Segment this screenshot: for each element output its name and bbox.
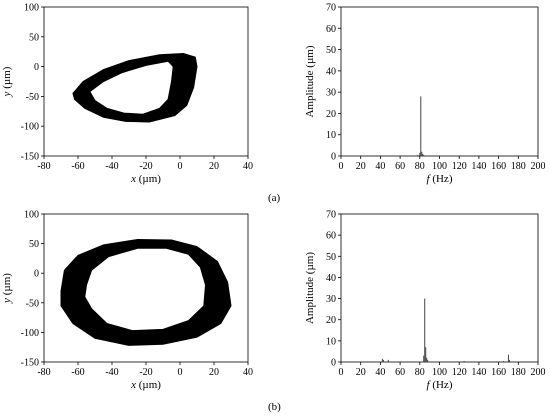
plot-b-spectrum-x-axis-label: f (Hz) bbox=[427, 379, 453, 391]
plot-a-spectrum-x-tick-label: 60 bbox=[395, 161, 405, 172]
plot-b-spectrum-y-tick-label: 50 bbox=[326, 252, 336, 263]
plot-b-spectrum-x-tick-label: 0 bbox=[339, 367, 344, 378]
plot-a-spectrum-x-tick-label: 120 bbox=[452, 161, 467, 172]
plot-b-orbit-x-tick-label: -60 bbox=[71, 367, 84, 378]
plot-b-spectrum-y-tick-label: 70 bbox=[326, 210, 336, 221]
plot-b-spectrum-plot-frame bbox=[340, 213, 539, 363]
plot-b-spectrum-x-tick-label: 200 bbox=[531, 367, 546, 378]
plot-a-orbit-x-tick-label: 20 bbox=[209, 161, 219, 172]
plot-b-spectrum-y-tick-label: 10 bbox=[326, 336, 336, 347]
plot-a-orbit-y-axis-label: y (µm) bbox=[1, 66, 13, 97]
plot-a-orbit-x-tick-label: -40 bbox=[105, 161, 118, 172]
plot-a-spectrum-y-tick-label: 10 bbox=[326, 130, 336, 141]
panel-label-b: (b) bbox=[268, 401, 281, 413]
orbit-plot-b: -80 -60 -40 -20 0 20 40 -150 -100 -50 0 50 100 x (µm)… bbox=[1, 210, 253, 392]
plot-b-orbit-y-tick-label: -100 bbox=[21, 328, 39, 339]
plot-a-orbit-y-tick-label: 100 bbox=[24, 3, 39, 14]
plot-a-spectrum-y-tick-label: 40 bbox=[326, 66, 336, 77]
plot-a-spectrum-y-tick-label: 50 bbox=[326, 45, 336, 56]
plot-b-spectrum-x-tick-label: 120 bbox=[452, 367, 467, 378]
plot-b-orbit-y-tick-label: 50 bbox=[29, 239, 39, 250]
plot-a-spectrum-y-tick-label: 60 bbox=[326, 24, 336, 35]
plot-a-spectrum-y-tick-label: 30 bbox=[326, 88, 336, 99]
orbit-plot-a: -80 -60 -40 -20 0 20 40 -150 -100 -50 0 50 100 x (µm)… bbox=[1, 3, 253, 186]
plot-b-orbit-x-tick-label: -80 bbox=[37, 367, 50, 378]
plot-a-orbit-y-tick-label: -150 bbox=[21, 152, 39, 163]
plot-a-spectrum-x-tick-label: 180 bbox=[511, 161, 526, 172]
plot-b-orbit-orbit-trace bbox=[60, 238, 232, 346]
plot-a-spectrum-x-tick-label: 140 bbox=[471, 161, 486, 172]
plot-a-orbit-x-tick-label: 0 bbox=[178, 161, 183, 172]
plot-a-orbit-y-tick-label: -50 bbox=[26, 92, 39, 103]
plot-b-spectrum-y-axis-label: Amplitude (µm) bbox=[304, 252, 316, 324]
plot-a-spectrum-x-tick-label: 0 bbox=[339, 161, 344, 172]
plot-a-spectrum-y-tick-label: 70 bbox=[326, 3, 336, 14]
plot-a-spectrum-x-tick-label: 160 bbox=[491, 161, 506, 172]
plot-b-spectrum-x-tick-label: 80 bbox=[415, 367, 425, 378]
plot-b-spectrum-x-tick-label: 180 bbox=[511, 367, 526, 378]
plot-b-orbit-y-tick-label: 0 bbox=[34, 269, 39, 280]
plot-b-spectrum-x-tick-label: 160 bbox=[491, 367, 506, 378]
plot-a-orbit-orbit-trace bbox=[72, 52, 198, 123]
plot-a-spectrum-x-tick-label: 100 bbox=[432, 161, 447, 172]
plot-b-orbit-x-tick-label: 20 bbox=[209, 367, 219, 378]
plot-a-orbit-y-tick-label: -100 bbox=[21, 122, 39, 133]
plot-a-spectrum-y-tick-label: 20 bbox=[326, 109, 336, 120]
plot-a-orbit-x-tick-label: 40 bbox=[243, 161, 253, 172]
plot-a-orbit-y-tick-label: 50 bbox=[29, 32, 39, 43]
plot-b-spectrum-x-tick-label: 60 bbox=[395, 367, 405, 378]
plot-a-orbit-plot-frame bbox=[43, 6, 249, 157]
plot-a-orbit-y-tick-label: 0 bbox=[34, 62, 39, 73]
panel-label-a: (a) bbox=[268, 192, 281, 204]
plot-b-spectrum-x-tick-label: 40 bbox=[375, 367, 385, 378]
plot-a-spectrum-y-axis-label: Amplitude (µm) bbox=[304, 45, 316, 117]
plot-a-orbit-x-axis-label: x (µm) bbox=[130, 173, 161, 185]
plot-b-orbit-x-axis-label: x (µm) bbox=[130, 379, 161, 391]
plot-b-orbit-x-tick-label: -20 bbox=[139, 367, 152, 378]
plot-a-spectrum-x-tick-label: 80 bbox=[415, 161, 425, 172]
plot-b-spectrum-x-tick-label: 140 bbox=[471, 367, 486, 378]
plot-b-orbit-y-axis-label: y (µm) bbox=[1, 273, 13, 304]
plot-b-spectrum-y-tick-label: 0 bbox=[331, 358, 336, 369]
spectrum-plot-a: 0 20 40 60 80 100 120 140 160 180 200 0 10 20 30 40 50 60… bbox=[304, 3, 546, 186]
plot-a-spectrum-x-axis-label: f (Hz) bbox=[427, 173, 453, 185]
spectrum-plot-b: 0 20 40 60 80 100 120 140 160 180 200 0 10 20 30 40 50 60… bbox=[304, 210, 546, 392]
plot-b-orbit-x-tick-label: -40 bbox=[105, 367, 118, 378]
plot-a-orbit-x-tick-label: -60 bbox=[71, 161, 84, 172]
plot-b-orbit-x-tick-label: 40 bbox=[243, 367, 253, 378]
plot-b-spectrum-x-tick-label: 100 bbox=[432, 367, 447, 378]
plot-b-orbit-y-tick-label: -150 bbox=[21, 358, 39, 369]
plot-a-spectrum-x-tick-label: 40 bbox=[375, 161, 385, 172]
plot-a-orbit-x-tick-label: -20 bbox=[139, 161, 152, 172]
plot-a-spectrum-x-tick-label: 20 bbox=[356, 161, 366, 172]
plot-b-spectrum-y-tick-label: 20 bbox=[326, 315, 336, 326]
plot-a-orbit-x-tick-label: -80 bbox=[37, 161, 50, 172]
plot-b-spectrum-y-tick-label: 40 bbox=[326, 273, 336, 284]
plot-b-spectrum-y-tick-label: 60 bbox=[326, 231, 336, 242]
plot-b-orbit-y-tick-label: 100 bbox=[24, 210, 39, 221]
plot-a-spectrum-plot-frame bbox=[340, 6, 539, 157]
plot-a-spectrum-x-tick-label: 200 bbox=[531, 161, 546, 172]
plot-b-spectrum-y-tick-label: 30 bbox=[326, 294, 336, 305]
plot-b-orbit-y-tick-label: -50 bbox=[26, 298, 39, 309]
plot-a-spectrum-y-tick-label: 0 bbox=[331, 152, 336, 163]
plot-b-orbit-x-tick-label: 0 bbox=[178, 367, 183, 378]
plot-b-spectrum-x-tick-label: 20 bbox=[356, 367, 366, 378]
